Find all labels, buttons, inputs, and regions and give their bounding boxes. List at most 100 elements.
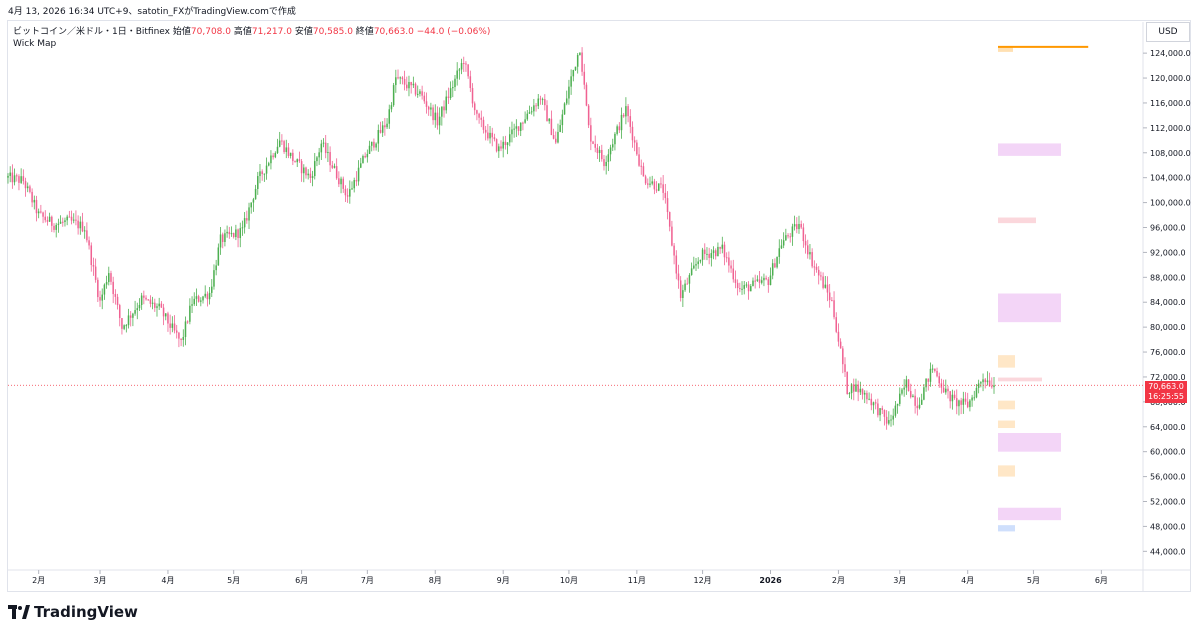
candle-body <box>822 276 824 288</box>
candle-body <box>434 112 437 121</box>
candle-body <box>57 223 60 225</box>
candle-body <box>758 279 761 283</box>
candle-body <box>235 229 237 238</box>
candle-body <box>44 216 47 221</box>
candle-body <box>920 399 923 405</box>
candle-body <box>973 397 976 399</box>
candle-body <box>173 323 176 331</box>
candle-body <box>254 188 257 200</box>
candle-body <box>947 388 949 392</box>
candle-body <box>331 165 334 168</box>
candle-body <box>504 141 507 146</box>
candle-body <box>484 129 487 133</box>
candle-body <box>955 398 958 407</box>
candle-body <box>370 141 373 146</box>
last-price-tag: 70,663.0 16:25:55 <box>1145 381 1187 403</box>
candle-body <box>278 140 281 147</box>
candle-body <box>491 132 494 138</box>
candle-body <box>469 76 472 89</box>
y-tick-label: 104,000.0 <box>1150 174 1191 183</box>
candle-body <box>636 142 638 155</box>
currency-button[interactable]: USD <box>1146 22 1190 42</box>
candle-body <box>184 321 187 337</box>
candle-body <box>568 86 570 99</box>
candle-body <box>149 299 152 304</box>
candle-body <box>26 186 29 189</box>
candle-body <box>443 106 445 111</box>
candle-body <box>894 405 897 416</box>
candle-body <box>583 71 586 85</box>
candle-body <box>912 395 914 398</box>
candle-body <box>353 180 355 189</box>
candle-body <box>362 156 364 164</box>
candle-body <box>561 114 564 126</box>
candle-body <box>874 402 877 404</box>
x-tick-label: 4月 <box>961 576 974 585</box>
candle-body <box>576 55 579 67</box>
candle-body <box>22 176 25 182</box>
candle-body <box>147 299 149 301</box>
candle-body <box>993 385 995 388</box>
candle-body <box>837 331 840 342</box>
candle-body <box>53 225 55 230</box>
candle-body <box>186 321 189 323</box>
candle-body <box>546 105 548 122</box>
candle-body <box>686 283 689 285</box>
change-value: −44.0 (−0.06%) <box>416 27 491 37</box>
candle-body <box>647 183 649 185</box>
candle-body <box>601 149 603 160</box>
candle-body <box>11 172 14 183</box>
candle-body <box>327 151 329 154</box>
tradingview-branding[interactable]: TradingView <box>8 603 138 621</box>
candle-body <box>820 275 822 277</box>
candle-body <box>548 118 550 122</box>
candle-body <box>211 286 213 293</box>
candle-body <box>916 405 919 409</box>
candle-body <box>46 220 49 222</box>
candle-body <box>427 106 430 110</box>
candle-body <box>519 122 522 131</box>
candle-body <box>502 141 504 149</box>
candle-body <box>460 63 463 70</box>
candle-body <box>817 269 820 276</box>
candle-body <box>684 283 686 291</box>
candle-body <box>64 220 66 223</box>
y-tick-label: 88,000.0 <box>1150 273 1186 282</box>
x-tick-label: 2月 <box>32 576 45 585</box>
candle-body <box>675 255 678 274</box>
candle-body <box>616 126 618 134</box>
candle-body <box>859 388 862 393</box>
chart-frame <box>7 20 1191 592</box>
candle-body <box>59 221 62 224</box>
indicator-label[interactable]: Wick Map <box>13 39 57 49</box>
candle-body <box>905 379 908 388</box>
candle-body <box>625 106 627 117</box>
candle-body <box>276 146 279 153</box>
candle-body <box>668 212 671 227</box>
candle-body <box>511 129 513 135</box>
candle-body <box>281 140 283 142</box>
candle-body <box>611 144 614 148</box>
candle-body <box>826 284 829 293</box>
candle-body <box>809 252 811 255</box>
candle-body <box>541 99 544 101</box>
candle-body <box>259 171 261 177</box>
candle-body <box>51 216 53 226</box>
symbol-label[interactable]: ビットコイン／米ドル・1日・Bitfinex <box>13 27 171 37</box>
candle-body <box>855 384 857 392</box>
candle-body <box>717 246 719 257</box>
candle-body <box>346 195 349 197</box>
candle-body <box>86 230 88 241</box>
candle-body <box>657 183 660 191</box>
candle-body <box>191 304 193 306</box>
candle-body <box>984 379 987 383</box>
candle-body <box>145 297 147 300</box>
candle-body <box>344 188 347 196</box>
candle-body <box>596 147 599 154</box>
candle-body <box>787 235 789 237</box>
wick-map-zone <box>998 46 1014 52</box>
candle-body <box>581 52 583 72</box>
candle-body <box>180 338 182 340</box>
candle-body <box>734 279 737 283</box>
